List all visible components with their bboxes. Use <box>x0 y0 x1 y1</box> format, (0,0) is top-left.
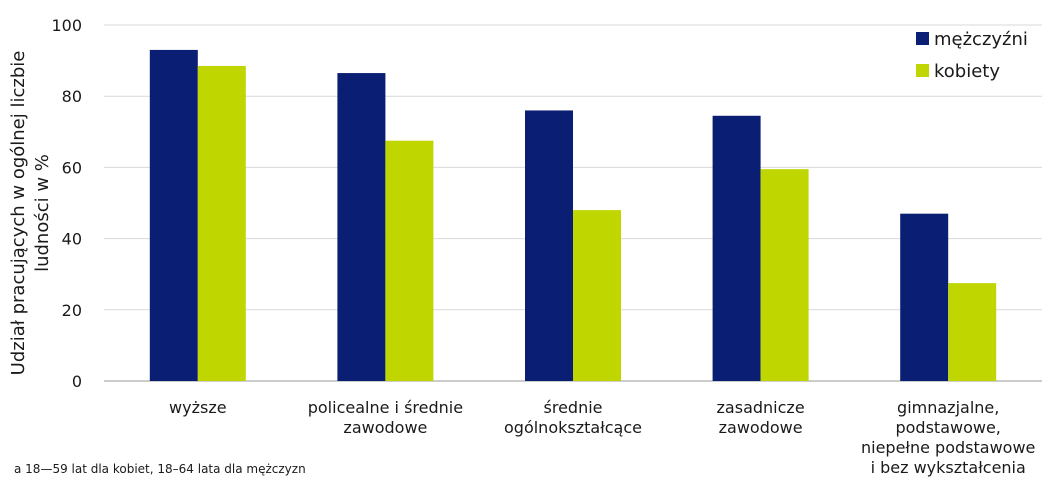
category-label: niepełne podstawowe <box>861 438 1035 457</box>
bar-women <box>760 169 809 381</box>
legend-swatch <box>916 64 929 77</box>
y-tick-labels: 0 20 40 60 80 100 <box>51 16 82 391</box>
legend-label: mężczyźni <box>934 29 1028 50</box>
bar-men <box>337 73 386 381</box>
footnote: a 18—59 lat dla kobiet, 18–64 lata dla m… <box>14 462 306 476</box>
bar-women <box>385 140 434 381</box>
bars <box>149 49 997 382</box>
category-label: podstawowe, <box>895 418 1000 437</box>
bar-men <box>525 110 573 381</box>
y-axis-label-line: ludności w % <box>32 154 53 272</box>
bar-women <box>197 65 246 381</box>
bar-men <box>900 213 949 381</box>
bar-women <box>948 283 997 381</box>
bar-men <box>712 115 761 381</box>
legend-swatch <box>916 32 929 45</box>
y-tick-label: 40 <box>62 230 82 249</box>
y-axis-label-line: Udział pracujących w ogólnej liczbie <box>8 51 29 376</box>
y-tick-label: 60 <box>62 158 82 177</box>
category-label: i bez wykształcenia <box>871 458 1026 477</box>
bar-women <box>573 210 621 381</box>
bar-men <box>149 49 198 382</box>
category-label: wyższe <box>169 398 227 417</box>
category-label: zawodowe <box>719 418 803 437</box>
y-tick-label: 100 <box>51 16 82 35</box>
legend: mężczyźni kobiety <box>916 29 1028 82</box>
category-label: ogólnokształcące <box>504 418 642 437</box>
category-labels: wyższe policealne i średniezawodoweśredni… <box>169 398 1035 477</box>
category-label: zasadnicze <box>717 398 805 417</box>
category-label: policealne i średnie <box>308 398 463 417</box>
y-tick-label: 0 <box>72 372 82 391</box>
legend-label: kobiety <box>934 61 1000 82</box>
y-tick-label: 20 <box>62 301 82 320</box>
category-label: zawodowe <box>343 418 427 437</box>
category-label: gimnazjalne, <box>897 398 999 417</box>
y-axis-label: Udział pracujących w ogólnej liczbie ludn… <box>8 51 53 376</box>
category-label: średnie <box>544 398 603 417</box>
y-tick-label: 80 <box>62 87 82 106</box>
